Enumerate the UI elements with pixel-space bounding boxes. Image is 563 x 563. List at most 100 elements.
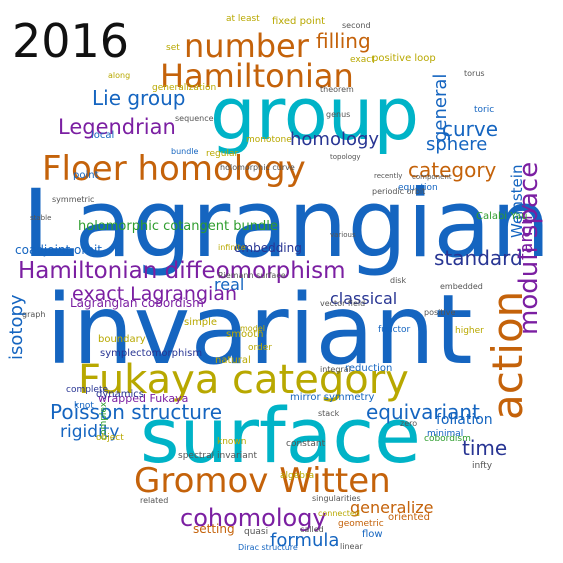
cloud-word: generalize: [350, 498, 434, 517]
cloud-word: simple: [184, 317, 218, 328]
cloud-word: positive loop: [372, 53, 436, 64]
cloud-word: exact: [350, 55, 375, 65]
cloud-word: functor: [378, 325, 411, 335]
cloud-word: constant: [286, 439, 326, 449]
cloud-word: holomorphic cotangent bundle: [78, 219, 278, 234]
cloud-word: real: [214, 275, 245, 294]
cloud-word: periodic orbit: [372, 187, 426, 196]
cloud-word: foliation: [436, 412, 493, 428]
cloud-word: regular: [206, 149, 239, 159]
cloud-word: invariant: [46, 274, 473, 386]
cloud-word: Calabi Yau: [476, 211, 528, 222]
cloud-word: equivariant: [366, 400, 480, 424]
cloud-word: graph: [22, 310, 46, 319]
cloud-word: natural: [215, 355, 251, 366]
cloud-word: symplectomorphism: [100, 348, 203, 359]
cloud-word: standard: [434, 246, 523, 270]
cloud-word: minimal: [427, 429, 464, 439]
cloud-word: at least: [226, 14, 260, 24]
cloud-word: embedding: [234, 241, 302, 255]
cloud-word: setting: [193, 522, 235, 536]
cloud-word: geometric: [338, 519, 384, 529]
cloud-word: formula: [270, 530, 340, 551]
cloud-word: algebra: [280, 471, 315, 481]
cloud-word: cohomology: [180, 504, 327, 532]
cloud-word: singularities: [312, 494, 361, 503]
cloud-word: sphere: [426, 134, 488, 155]
cloud-word: cobordism: [424, 434, 471, 444]
cloud-word: Floer homology: [42, 149, 306, 189]
cloud-word: model: [240, 324, 265, 333]
cloud-word: called: [300, 525, 324, 534]
cloud-word: complete: [66, 385, 109, 395]
cloud-word: torus: [464, 69, 485, 78]
cloud-word: rigidity: [60, 422, 120, 442]
cloud-word: wrapped Fukaya: [98, 392, 189, 405]
cloud-word: second: [342, 21, 371, 30]
cloud-word: set: [166, 43, 180, 53]
cloud-word: Poisson structure: [50, 400, 223, 424]
cloud-word: holomorphic curve: [220, 163, 295, 172]
cloud-word: spectral invariant: [178, 451, 257, 461]
cloud-word: Gromov Witten: [134, 461, 391, 501]
cloud-word: Dirac structure: [238, 543, 298, 552]
cloud-word: genus: [326, 110, 351, 119]
cloud-word: boundary: [98, 334, 146, 345]
cloud-word: Riemann surface: [218, 271, 286, 280]
year-label: 2016: [12, 14, 130, 68]
cloud-word: infinite: [218, 243, 246, 252]
cloud-word: surface: [140, 391, 421, 480]
cloud-word: embedded: [440, 282, 483, 291]
cloud-word: higher: [455, 326, 484, 336]
cloud-word: Hamiltonian diffeomorphism: [18, 258, 346, 284]
cloud-word: recently: [374, 172, 403, 180]
cloud-word: category: [408, 158, 497, 182]
cloud-word: disk: [390, 276, 407, 285]
cloud-word: Lie group: [92, 86, 186, 110]
cloud-word: classical: [330, 289, 398, 308]
cloud-word: along: [108, 71, 131, 80]
cloud-word: Legendrian: [58, 115, 176, 139]
cloud-word: Hamiltonian: [160, 57, 354, 95]
cloud-word: vector field: [320, 299, 366, 308]
cloud-word: flow: [362, 529, 383, 540]
cloud-word: knot: [74, 401, 94, 411]
cloud-word: known: [217, 437, 247, 447]
cloud-word: coadjoint orbit: [15, 243, 102, 257]
cloud-word: zero: [400, 419, 418, 428]
cloud-word: topology: [330, 153, 361, 161]
cloud-word: homology: [290, 129, 380, 150]
cloud-word: Lagrangian cobordism: [70, 296, 204, 310]
cloud-word: positive: [424, 308, 456, 317]
cloud-word: Lagrangian: [22, 170, 551, 279]
cloud-word: equation: [398, 183, 438, 193]
cloud-word: related: [140, 496, 169, 505]
cloud-word: order: [248, 343, 272, 353]
cloud-word: object: [96, 433, 124, 443]
cloud-word: mirror symmetry: [290, 392, 375, 403]
cloud-word: reduction: [345, 363, 393, 374]
cloud-word: smooth: [226, 329, 264, 340]
cloud-word: curve: [442, 117, 499, 141]
cloud-word: toric: [474, 105, 495, 115]
cloud-word: infty: [472, 461, 493, 471]
cloud-word: fixed point: [272, 16, 326, 27]
cloud-word: component: [412, 173, 452, 181]
cloud-word: exact Lagrangian: [72, 283, 237, 305]
cloud-word: bundle: [171, 147, 199, 156]
cloud-word: quasi: [244, 527, 269, 537]
cloud-word: stable: [30, 214, 52, 222]
cloud-word: number: [184, 27, 309, 65]
cloud-word: symmetric: [52, 195, 95, 204]
cloud-word: monotone: [246, 135, 292, 145]
cloud-word: filling: [316, 29, 371, 53]
cloud-word: group: [210, 72, 420, 156]
cloud-word: stack: [318, 409, 340, 418]
cloud-word: theorem: [320, 85, 354, 94]
cloud-word: dynamics: [96, 389, 144, 400]
cloud-word: Weinstein: [508, 164, 526, 238]
cloud-word: sequence: [175, 114, 214, 123]
cloud-word: point: [73, 170, 99, 181]
cloud-word: linear: [340, 542, 363, 551]
